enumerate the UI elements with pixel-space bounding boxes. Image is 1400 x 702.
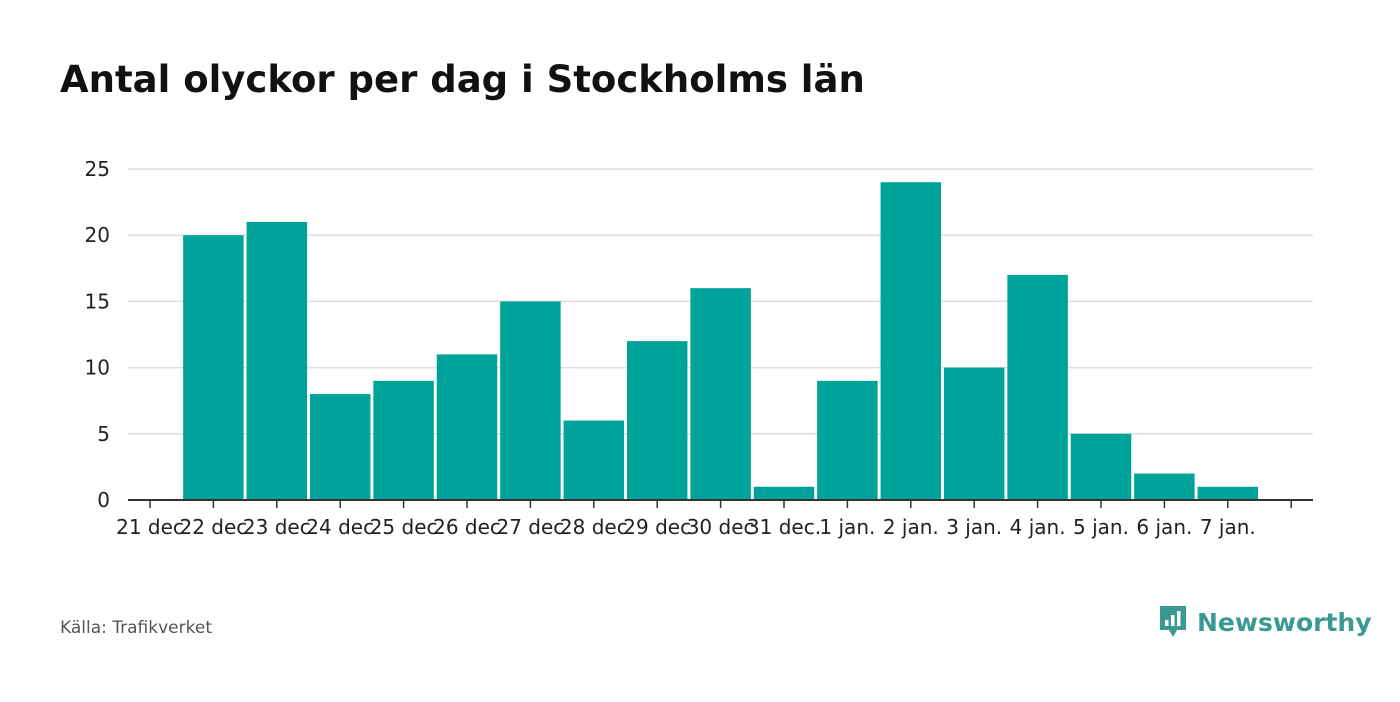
bar: [183, 235, 244, 500]
x-tick-label: 23 dec: [243, 515, 311, 539]
x-tick-label: 25 dec: [370, 515, 438, 539]
x-tick-label: 28 dec: [560, 515, 628, 539]
x-tick-label: 26 dec: [433, 515, 501, 539]
x-tick-label: 31 dec.: [747, 515, 821, 539]
x-tick-label: 29 dec: [623, 515, 691, 539]
bar: [1134, 473, 1195, 500]
y-tick-label: 0: [97, 488, 110, 512]
y-tick-label: 20: [85, 223, 110, 247]
x-tick-label: 2 jan.: [883, 515, 939, 539]
x-tick-label: 27 dec: [496, 515, 564, 539]
x-tick-label: 4 jan.: [1010, 515, 1066, 539]
bar: [690, 288, 751, 500]
bar: [817, 380, 878, 500]
bar: [563, 420, 625, 500]
bar: [1197, 486, 1259, 500]
y-tick-label: 10: [85, 356, 110, 380]
bar: [436, 354, 498, 500]
x-tick-label: 5 jan.: [1073, 515, 1129, 539]
x-tick-label: 7 jan.: [1200, 515, 1256, 539]
y-tick-label: 5: [97, 422, 110, 446]
x-tick-label: 30 dec: [687, 515, 755, 539]
bar: [246, 221, 308, 500]
bars: [183, 182, 1259, 501]
source-label: Källa: Trafikverket: [60, 618, 212, 638]
bar: [626, 341, 688, 500]
x-tick-label: 21 dec: [116, 515, 184, 539]
x-tick-label: 3 jan.: [946, 515, 1002, 539]
bar: [500, 301, 561, 500]
newsworthy-chart-icon: [1160, 606, 1186, 637]
bar: [943, 367, 1005, 500]
bar: [309, 394, 371, 500]
x-tick-label: 6 jan.: [1136, 515, 1192, 539]
bar: [1007, 274, 1068, 500]
x-tick-label: 22 dec: [179, 515, 247, 539]
y-tick-label: 15: [85, 289, 110, 313]
bar: [1070, 433, 1132, 500]
brand-name: Newsworthy: [1197, 607, 1372, 637]
chart-title: Antal olyckor per dag i Stockholms län: [60, 58, 865, 101]
x-tick-label: 1 jan.: [819, 515, 875, 539]
bar: [753, 486, 815, 500]
bar: [880, 182, 942, 501]
x-tick-label: 24 dec: [306, 515, 374, 539]
newsworthy-logo[interactable]: Newsworthy: [1158, 604, 1372, 640]
bar: [373, 380, 434, 500]
y-tick-label: 25: [85, 157, 110, 181]
